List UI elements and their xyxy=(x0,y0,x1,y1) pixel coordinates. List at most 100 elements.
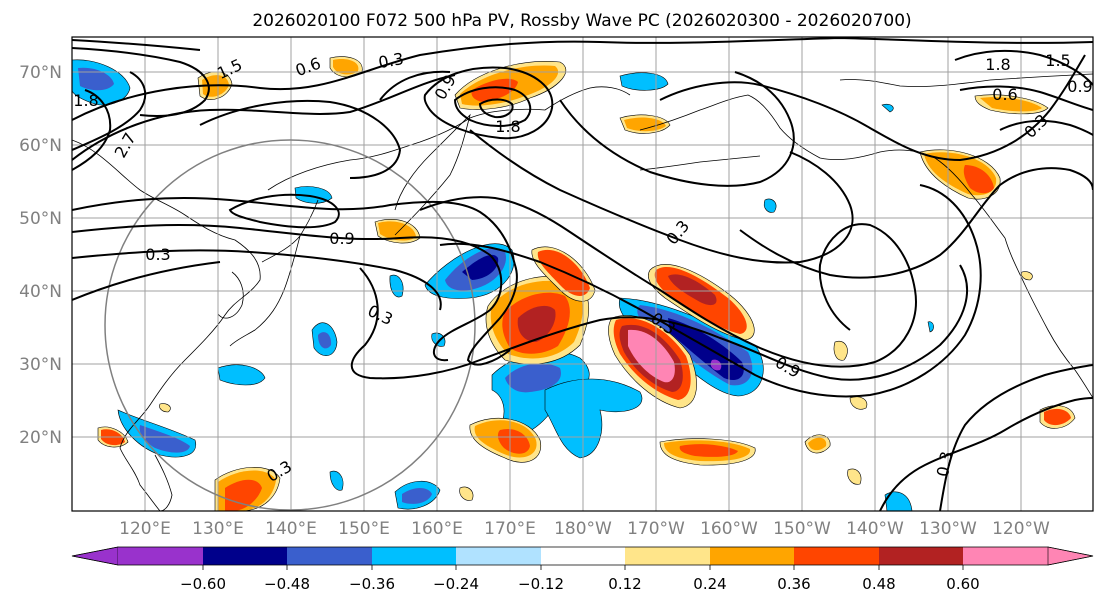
anomaly-positive-patch xyxy=(378,221,416,241)
pv-contour xyxy=(439,184,982,398)
lon-label: 130°E xyxy=(192,519,244,539)
colorbar-tick-label: −0.24 xyxy=(433,575,479,593)
anomaly-positive-patch xyxy=(497,428,530,454)
anomaly-negative-patch xyxy=(462,254,499,280)
anomaly-positive-patch xyxy=(679,444,738,457)
map-border xyxy=(71,36,1094,512)
colorbar-tick-label: 0.24 xyxy=(693,575,726,593)
lon-label: 120°E xyxy=(119,519,171,539)
anomaly-negative-patch xyxy=(544,378,643,459)
colorbar-segment xyxy=(1047,546,1094,566)
latitude-labels: 70°N 60°N 50°N 40°N 30°N 20°N xyxy=(19,63,62,448)
anomaly-positive-patch xyxy=(225,479,262,511)
pv-contour xyxy=(959,85,1093,111)
anomaly-positive-patch xyxy=(833,340,848,361)
anomaly-positive-patch xyxy=(808,437,827,451)
colorbar-tick-label: −0.48 xyxy=(264,575,310,593)
colorbar-segment xyxy=(71,546,119,566)
coastlines xyxy=(72,73,1093,511)
lon-label: 180°W xyxy=(554,519,612,539)
colorbar-ticks xyxy=(202,565,964,570)
gridlines xyxy=(72,37,1093,511)
pv-contour xyxy=(72,224,503,362)
lat-label: 20°N xyxy=(19,428,62,448)
anomaly-negative-patch xyxy=(881,103,894,113)
anomaly-positive-patch xyxy=(333,59,359,75)
contour-label: 1.8 xyxy=(495,117,520,136)
pv-contour xyxy=(879,397,1093,511)
anomaly-negative-patch xyxy=(318,332,332,349)
anomaly-negative-patch xyxy=(78,67,114,91)
lon-label: 130°W xyxy=(919,519,977,539)
lon-label: 140°W xyxy=(846,519,904,539)
lon-label: 150°W xyxy=(773,519,831,539)
pv-contour xyxy=(199,99,402,179)
lon-label: 160°W xyxy=(700,519,758,539)
coastline-siberia xyxy=(469,86,631,119)
pv-contour xyxy=(72,37,1093,121)
lon-label: 160°E xyxy=(411,519,463,539)
pv-contour xyxy=(72,47,210,118)
pv-contour xyxy=(939,364,1093,511)
anomaly-positive-patch xyxy=(159,403,171,413)
pv-contour xyxy=(659,54,1086,162)
pv-contour xyxy=(72,74,456,161)
coastline-philippines xyxy=(154,454,173,511)
anomaly-positive-patch xyxy=(471,78,518,102)
contour-label: 0.9 xyxy=(1067,77,1092,96)
anomaly-negative-patch xyxy=(763,198,777,213)
contour-label: 0.3 xyxy=(377,49,405,72)
pv-contour xyxy=(453,86,532,127)
longitude-labels: 120°E 130°E 140°E 150°E 160°E 170°E 180°… xyxy=(119,519,1050,539)
contour-label: 1.8 xyxy=(73,91,98,110)
contour-label: 1.8 xyxy=(985,55,1010,74)
colorbar-tick-label: −0.12 xyxy=(518,575,564,593)
colorbar-segment xyxy=(456,547,541,565)
coastline-aleutians xyxy=(639,155,761,171)
anomaly-negative-patch xyxy=(139,425,190,453)
lon-label: 170°W xyxy=(627,519,685,539)
pv-contours xyxy=(72,37,1093,511)
colorbar-tick-label: 0.12 xyxy=(608,575,641,593)
pv-contour xyxy=(350,264,969,381)
pv-contour xyxy=(559,71,795,187)
colorbar-segment xyxy=(118,547,203,565)
pv-contour xyxy=(72,249,442,311)
anomaly-positive-patch xyxy=(963,165,994,194)
anomaly-positive-patch xyxy=(1044,408,1071,426)
colorbar-segment xyxy=(625,547,710,565)
colorbar: −0.60 −0.48 −0.36 −0.24 −0.12 0.12 0.24 … xyxy=(71,546,1094,593)
colorbar-segment xyxy=(794,547,879,565)
anomaly-negative-patch xyxy=(217,364,266,386)
lat-label: 40°N xyxy=(19,282,62,302)
anomaly-positive-patch xyxy=(668,274,717,306)
pv-contour xyxy=(423,66,554,140)
anomaly-positive-patch xyxy=(1021,271,1033,281)
anomaly-positive-patch xyxy=(459,486,474,501)
lat-label: 50°N xyxy=(19,209,62,229)
pv-contour xyxy=(954,49,1093,86)
lon-label: 140°E xyxy=(265,519,317,539)
colorbar-segment xyxy=(541,547,625,565)
coastline-north-america-west xyxy=(1004,237,1093,399)
coastline-okhotsk-north xyxy=(267,117,471,191)
anomaly-negative-patch xyxy=(505,363,561,393)
map-title: 2026020100 F072 500 hPa PV, Rossby Wave … xyxy=(252,11,911,31)
coastline-asia xyxy=(72,139,261,511)
anomaly-positive-patch xyxy=(847,468,862,485)
lat-label: 60°N xyxy=(19,136,62,156)
pv-contour xyxy=(478,98,514,119)
lon-label: 120°W xyxy=(992,519,1050,539)
anomaly-positive-patch xyxy=(980,97,1042,112)
contour-label: 0.3 xyxy=(933,450,956,478)
colorbar-segment xyxy=(203,547,287,565)
pv-contour xyxy=(72,39,201,51)
pv-contour xyxy=(72,261,221,301)
anomaly-negative-patch xyxy=(710,359,722,371)
contour-label: 0.6 xyxy=(992,85,1017,104)
anomaly-negative-patch xyxy=(668,318,744,381)
colorbar-segment xyxy=(963,547,1048,565)
anomaly-positive-patch xyxy=(517,305,556,342)
coastline-korea xyxy=(217,271,244,319)
